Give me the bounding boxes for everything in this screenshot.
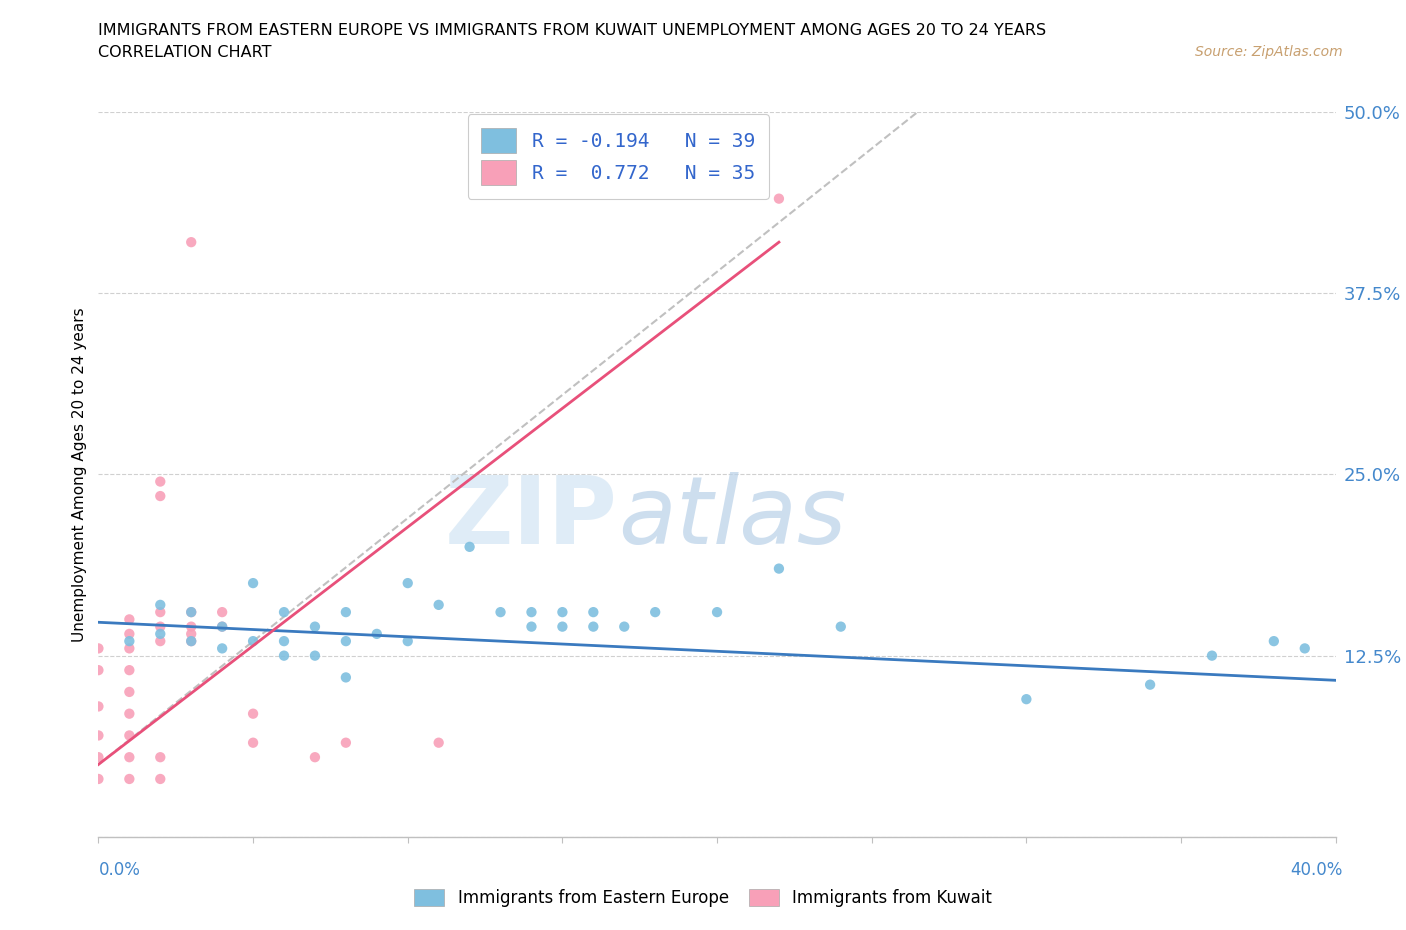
Point xyxy=(180,633,202,648)
Point xyxy=(118,772,141,787)
Point xyxy=(149,772,172,787)
Point xyxy=(87,699,110,714)
Point xyxy=(427,597,450,612)
Point xyxy=(87,728,110,743)
Point xyxy=(118,612,141,627)
Point xyxy=(180,604,202,619)
Point xyxy=(118,706,141,721)
Point xyxy=(458,539,481,554)
Point xyxy=(613,619,636,634)
Point xyxy=(242,576,264,591)
Point xyxy=(427,736,450,751)
Point xyxy=(520,619,543,634)
Point xyxy=(273,604,295,619)
Point xyxy=(520,604,543,619)
Point xyxy=(180,234,202,249)
Point xyxy=(335,633,357,648)
Point xyxy=(335,604,357,619)
Point xyxy=(706,604,728,619)
Point xyxy=(768,561,790,576)
Point xyxy=(489,604,512,619)
Point xyxy=(118,641,141,656)
Point xyxy=(304,619,326,634)
Legend: R = -0.194   N = 39, R =  0.772   N = 35: R = -0.194 N = 39, R = 0.772 N = 35 xyxy=(468,114,769,199)
Point xyxy=(180,604,202,619)
Point xyxy=(582,604,605,619)
Text: 40.0%: 40.0% xyxy=(1291,860,1343,879)
Point xyxy=(644,604,666,619)
Point xyxy=(582,619,605,634)
Point xyxy=(149,597,172,612)
Point xyxy=(1139,677,1161,692)
Point xyxy=(830,619,852,634)
Point xyxy=(211,619,233,634)
Point xyxy=(396,633,419,648)
Point xyxy=(87,641,110,656)
Text: IMMIGRANTS FROM EASTERN EUROPE VS IMMIGRANTS FROM KUWAIT UNEMPLOYMENT AMONG AGES: IMMIGRANTS FROM EASTERN EUROPE VS IMMIGR… xyxy=(98,23,1046,38)
Point xyxy=(118,633,141,648)
Point xyxy=(118,728,141,743)
Point xyxy=(551,604,574,619)
Point xyxy=(149,604,172,619)
Point xyxy=(87,750,110,764)
Point xyxy=(149,619,172,634)
Point xyxy=(768,192,790,206)
Text: atlas: atlas xyxy=(619,472,846,564)
Point xyxy=(1201,648,1223,663)
Point xyxy=(335,736,357,751)
Point xyxy=(242,633,264,648)
Point xyxy=(149,474,172,489)
Point xyxy=(273,648,295,663)
Point xyxy=(1294,641,1316,656)
Point xyxy=(118,663,141,678)
Point xyxy=(180,619,202,634)
Point xyxy=(118,684,141,699)
Point xyxy=(87,772,110,787)
Y-axis label: Unemployment Among Ages 20 to 24 years: Unemployment Among Ages 20 to 24 years xyxy=(72,307,87,642)
Point xyxy=(273,633,295,648)
Point xyxy=(242,706,264,721)
Text: Source: ZipAtlas.com: Source: ZipAtlas.com xyxy=(1195,45,1343,59)
Point xyxy=(242,736,264,751)
Point xyxy=(180,627,202,642)
Point xyxy=(118,750,141,764)
Text: CORRELATION CHART: CORRELATION CHART xyxy=(98,45,271,60)
Point xyxy=(366,627,388,642)
Point xyxy=(211,604,233,619)
Point xyxy=(396,576,419,591)
Point xyxy=(149,627,172,642)
Point xyxy=(211,619,233,634)
Legend: Immigrants from Eastern Europe, Immigrants from Kuwait: Immigrants from Eastern Europe, Immigran… xyxy=(409,884,997,912)
Point xyxy=(149,750,172,764)
Text: ZIP: ZIP xyxy=(446,472,619,564)
Point xyxy=(149,633,172,648)
Point xyxy=(304,750,326,764)
Point xyxy=(87,663,110,678)
Point xyxy=(335,670,357,684)
Point xyxy=(211,641,233,656)
Point xyxy=(1015,692,1038,707)
Text: 0.0%: 0.0% xyxy=(98,860,141,879)
Point xyxy=(1263,633,1285,648)
Point xyxy=(304,648,326,663)
Point xyxy=(149,488,172,503)
Point xyxy=(551,619,574,634)
Point xyxy=(118,627,141,642)
Point xyxy=(180,633,202,648)
